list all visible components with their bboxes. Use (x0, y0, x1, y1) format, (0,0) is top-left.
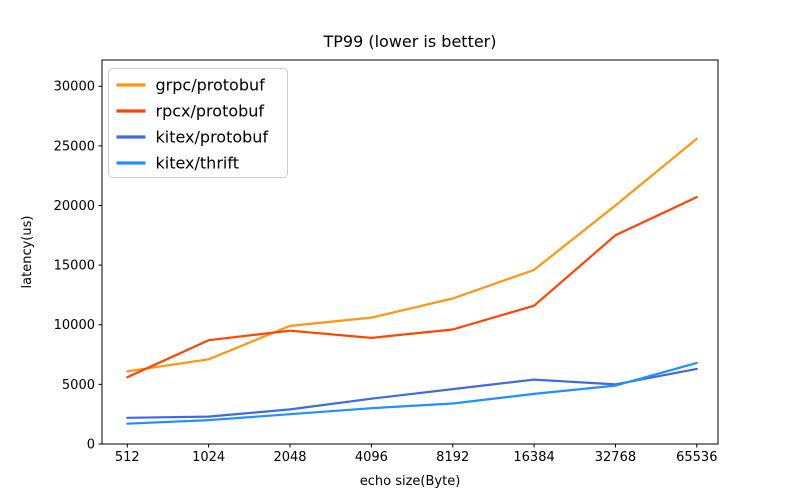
legend-label-rpcx-protobuf: rpcx/protobuf (156, 102, 265, 121)
plot-content: 0 5000 10000 15000 20000 25000 30000 512 1024 204… (54, 68, 717, 465)
x-tick-label: 16384 (513, 450, 554, 465)
x-tick-label: 8192 (436, 450, 469, 465)
x-tick-label: 65536 (676, 450, 717, 465)
x-tick-label: 512 (115, 450, 140, 465)
y-tick-label: 0 (87, 438, 95, 453)
y-tick-label: 10000 (54, 318, 95, 333)
x-tick-label: 32768 (595, 450, 636, 465)
series-line-rpcx-protobuf (126, 196, 698, 379)
chart-title: TP99 (lower is better) (322, 32, 496, 51)
series-line-kitex-thrift (126, 361, 698, 425)
x-tick-label: 2048 (273, 450, 306, 465)
legend-label-kitex-thrift: kitex/thrift (156, 154, 239, 173)
y-tick-label: 15000 (54, 259, 95, 274)
plot-border (101, 59, 719, 445)
y-tick-label: 25000 (54, 139, 95, 154)
x-tick-label: 4096 (355, 450, 388, 465)
y-axis-label: latency(us) (20, 216, 35, 289)
x-axis-label: echo size(Byte) (360, 474, 461, 489)
legend-label-grpc-protobuf: grpc/protobuf (156, 76, 266, 95)
x-tick-label: 1024 (192, 450, 225, 465)
y-tick-label: 30000 (54, 80, 95, 95)
series-line-kitex-protobuf (126, 367, 698, 419)
legend-box (108, 68, 288, 178)
y-tick-label: 5000 (62, 378, 95, 393)
y-tick-label: 20000 (54, 199, 95, 214)
legend-label-kitex-protobuf: kitex/protobuf (156, 128, 269, 147)
series-line-grpc-protobuf (126, 137, 698, 373)
